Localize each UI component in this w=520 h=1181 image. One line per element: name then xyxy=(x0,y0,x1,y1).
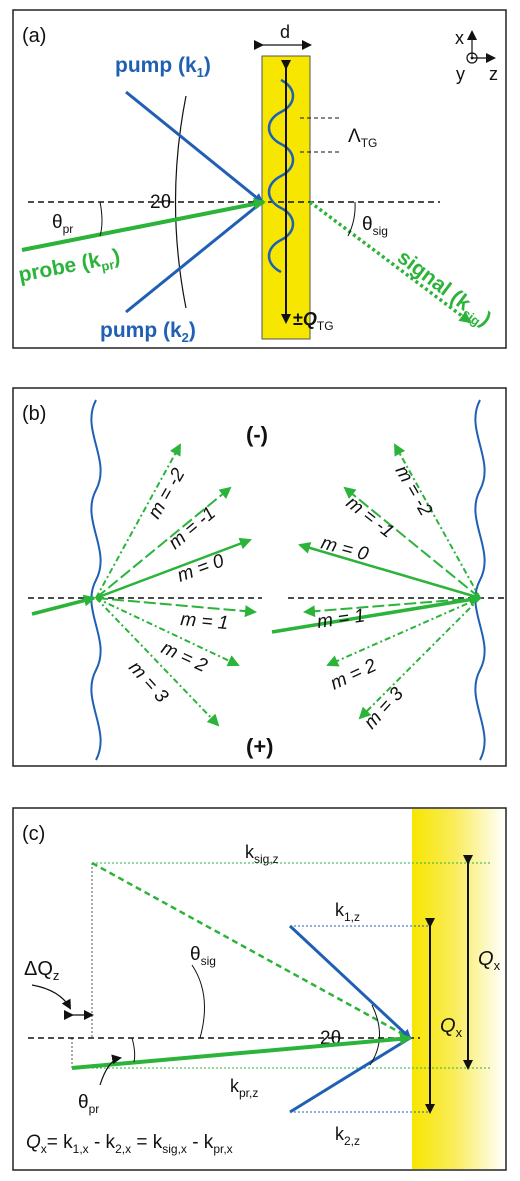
k-2z-label: k2,z xyxy=(335,1124,360,1148)
delta-qz-label: ΔQz xyxy=(24,958,59,983)
two-theta-arc-c xyxy=(369,1004,381,1066)
lambda-tg-label: ΛTG xyxy=(348,126,377,150)
left-label-m-3: m = 3 xyxy=(124,657,172,707)
panel-b: (b) (-) (+) m = -2 m = -1 m = 0 m = 1 m … xyxy=(12,387,507,767)
left-label-m-minus1: m = -1 xyxy=(165,503,220,554)
left-label-m-minus2: m = -2 xyxy=(144,465,190,523)
right-order-m-minus1 xyxy=(343,486,481,599)
left-label-m-0: m = 0 xyxy=(175,550,228,586)
pump-2-label: pump (k2) xyxy=(100,319,196,345)
k-1z-label: k1,z xyxy=(335,900,360,924)
pump-1-beam xyxy=(125,90,264,204)
panel-a: (a) d x y z ΛTG 2θ pump (k1) xyxy=(12,9,507,349)
right-order-m-1 xyxy=(303,597,481,618)
theta-sig-arc xyxy=(347,201,356,237)
right-order-m-3 xyxy=(358,597,481,720)
axis-x-label: x xyxy=(455,28,464,48)
theta-sig-label: θsig xyxy=(362,214,388,238)
axes-icon: x y z xyxy=(455,28,498,84)
qx-label-outer: Qx xyxy=(478,948,501,973)
panel-a-frame xyxy=(12,9,507,349)
right-surface-wave xyxy=(474,399,486,761)
theta-pr-pointer xyxy=(99,1054,122,1086)
panel-a-label: (a) xyxy=(22,25,46,47)
pump-2-beam xyxy=(125,200,263,314)
signal-beam xyxy=(308,200,472,324)
right-label-m-minus2: m = -2 xyxy=(391,462,437,520)
probe-label: probe (kpr) xyxy=(17,245,123,290)
axis-y-label: y xyxy=(456,64,465,84)
right-order-m-0 xyxy=(298,542,481,600)
panel-c-label: (c) xyxy=(22,823,45,845)
two-theta-label: 2θ xyxy=(150,192,171,213)
probe-vector xyxy=(71,1032,412,1070)
right-incident-probe xyxy=(271,593,482,634)
left-order-m-minus2 xyxy=(95,443,181,599)
left-order-m-1 xyxy=(95,597,257,618)
right-label-m-1: m = 1 xyxy=(316,605,367,632)
pump-1-vector xyxy=(288,924,412,1040)
left-order-m-3 xyxy=(95,597,220,727)
theta-pr-arc xyxy=(99,201,103,237)
panel-b-frame xyxy=(12,387,507,767)
delta-qz-pointer xyxy=(31,984,71,1010)
d-label: d xyxy=(280,22,290,42)
pump-2-vector xyxy=(289,1036,411,1114)
panel-c-frame xyxy=(12,807,507,1171)
plus-label: (+) xyxy=(246,734,274,759)
theta-pr-arc-c xyxy=(131,1037,136,1063)
probe-beam xyxy=(21,198,266,252)
left-label-m-1: m = 1 xyxy=(180,609,230,634)
panel-c: (c) ksig,z k1,z k2,z kpr,z ΔQz θsig 2θ θ… xyxy=(12,807,507,1171)
q-tg-label: ±QTG xyxy=(293,309,334,333)
theta-sig-label-c: θsig xyxy=(190,944,216,968)
two-theta-arc xyxy=(174,95,187,309)
axis-z-label: z xyxy=(489,64,498,84)
left-order-m-2 xyxy=(95,597,240,667)
theta-pr-label-c: θpr xyxy=(78,1092,99,1116)
theta-sig-arc-c xyxy=(191,964,205,1039)
signal-vector xyxy=(91,861,411,1040)
qx-label-inner: Qx xyxy=(440,1015,463,1040)
right-order-m-minus2 xyxy=(394,443,481,599)
right-label-m-3: m = 3 xyxy=(360,683,408,733)
k-sig-z-label: ksig,z xyxy=(245,842,279,866)
theta-pr-label: θpr xyxy=(52,212,73,236)
k-prz-label: kpr,z xyxy=(230,1076,258,1100)
left-incident-probe xyxy=(31,594,96,616)
left-order-m-0 xyxy=(95,537,252,600)
right-label-m-0: m = 0 xyxy=(319,533,371,566)
left-order-m-minus1 xyxy=(95,486,232,599)
pump-1-label: pump (k1) xyxy=(115,54,211,80)
left-surface-wave xyxy=(90,399,102,761)
qx-equation: Qx= k1,x - k2,x = ksig,x - kpr,x xyxy=(26,1132,233,1156)
panel-b-label: (b) xyxy=(22,403,46,425)
signal-label: signal (ksig) xyxy=(391,246,495,334)
minus-label: (-) xyxy=(246,422,268,447)
right-label-m-minus1: m = -1 xyxy=(342,492,398,542)
